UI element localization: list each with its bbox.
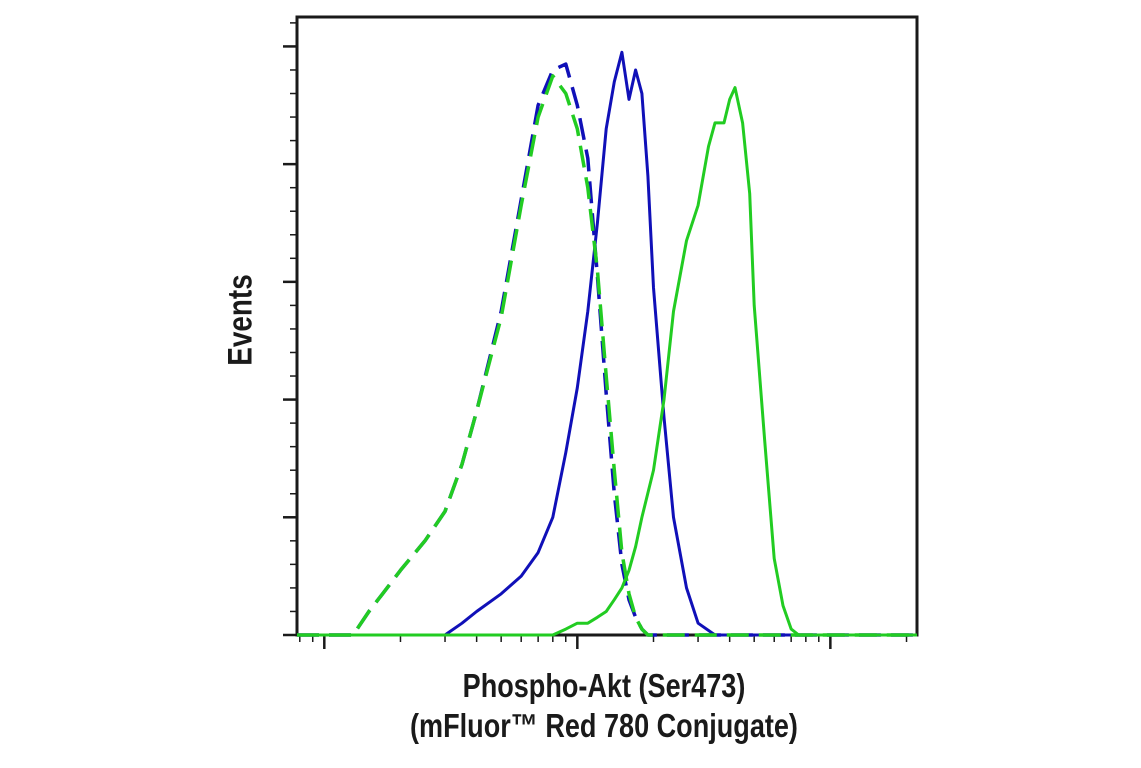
series-line-3 [297, 74, 917, 637]
y-axis-label: Events [221, 274, 260, 366]
x-axis-label-line1: Phospho-Akt (Ser473) [462, 667, 746, 704]
series-line-1 [297, 62, 917, 637]
x-axis-label: Phospho-Akt (Ser473) (mFluor™ Red 780 Co… [350, 666, 858, 746]
series-line-4 [297, 86, 917, 637]
plot-frame [295, 15, 919, 637]
axis-ticks [283, 22, 908, 649]
series-line-2 [297, 50, 917, 637]
x-axis-label-line2: (mFluor™ Red 780 Conjugate) [410, 707, 798, 744]
series-layer [297, 50, 917, 637]
